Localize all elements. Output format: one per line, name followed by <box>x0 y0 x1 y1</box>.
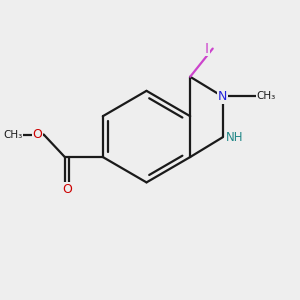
Text: CH₃: CH₃ <box>256 92 276 101</box>
Text: CH₃: CH₃ <box>3 130 22 140</box>
Text: O: O <box>63 183 73 196</box>
Text: O: O <box>32 128 42 141</box>
Text: I: I <box>205 42 209 56</box>
Text: NH: NH <box>225 131 243 144</box>
Text: N: N <box>218 90 227 103</box>
